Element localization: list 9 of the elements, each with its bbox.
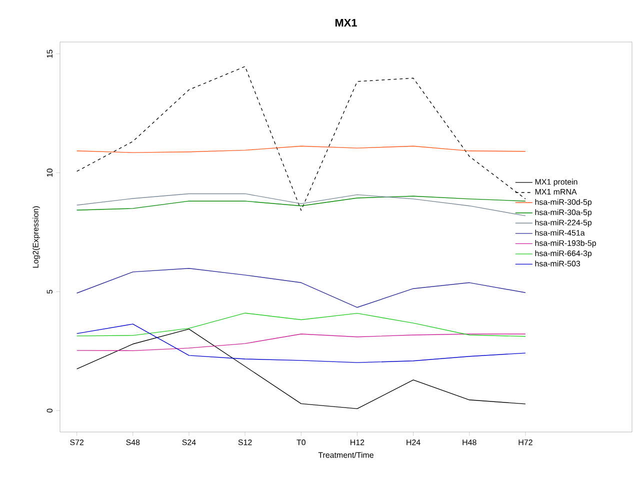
line-series	[76, 146, 526, 153]
line-series	[76, 328, 526, 410]
chart-title: MX1	[335, 18, 357, 27]
line-series	[76, 312, 526, 337]
line-series	[76, 193, 526, 216]
line-series	[76, 324, 526, 363]
line-series	[76, 268, 526, 308]
line-series	[76, 196, 526, 210]
line-series	[76, 334, 526, 352]
